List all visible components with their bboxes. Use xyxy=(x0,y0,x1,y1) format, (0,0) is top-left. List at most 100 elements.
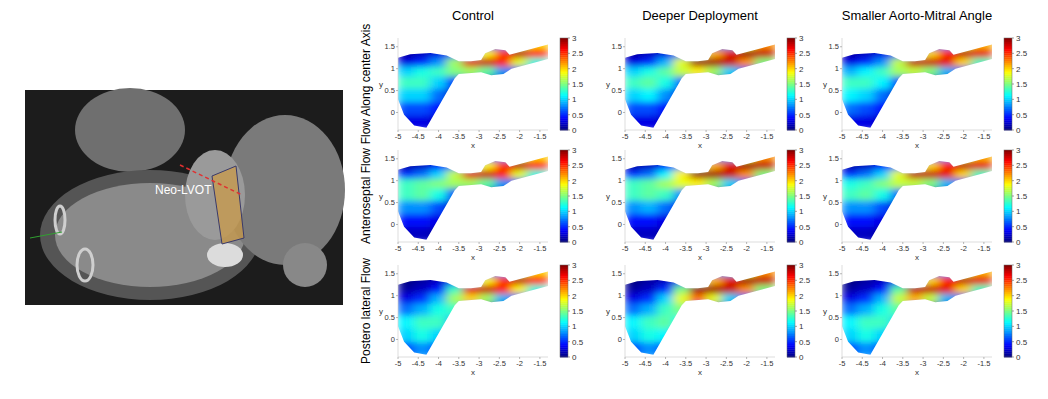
flow-cell xyxy=(955,38,972,49)
flow-cell xyxy=(625,328,642,342)
flow-cell xyxy=(625,315,642,329)
flow-cell xyxy=(955,276,972,285)
flow-cell xyxy=(511,76,528,89)
flow-cell xyxy=(738,284,755,293)
flow-cell xyxy=(414,76,431,89)
y-tick-label: 1.5 xyxy=(612,269,622,278)
panel: -5-4.5-4-3.5-3-2.5-2-1.500.511.5xy00.511… xyxy=(606,261,811,377)
colorbar-tick xyxy=(1012,68,1014,69)
x-tick-label: -3 xyxy=(703,359,710,368)
flow-cell xyxy=(722,101,739,115)
flow-cell xyxy=(625,76,642,89)
y-tick-label: 0 xyxy=(835,220,839,229)
colorbar-tick xyxy=(1012,99,1014,100)
x-tick-label: -3.5 xyxy=(896,244,909,253)
flow-cell xyxy=(657,161,674,170)
flow-cell xyxy=(706,150,723,161)
colorbar-tick xyxy=(795,242,797,243)
flow-cell xyxy=(907,265,924,276)
flow-cell xyxy=(923,303,940,316)
flow-cell xyxy=(955,328,972,342)
x-tick-label: -1.5 xyxy=(533,244,546,253)
y-tick xyxy=(623,317,625,318)
flow-cell xyxy=(527,88,548,102)
x-tick-label: -2 xyxy=(743,359,750,368)
flow-domain xyxy=(625,38,775,130)
flow-cell xyxy=(641,161,658,170)
ct-marker xyxy=(30,232,62,238)
flow-cell xyxy=(890,213,907,227)
flow-cell xyxy=(641,341,658,357)
colorbar-tick-label: 1.5 xyxy=(799,307,811,316)
flow-cell xyxy=(842,49,859,58)
flow-cell xyxy=(874,276,891,285)
flow-cell xyxy=(858,341,875,357)
colorbar-tick xyxy=(568,38,570,39)
x-axis-line xyxy=(398,357,548,358)
flow-cell xyxy=(690,88,707,102)
flow-cell xyxy=(398,161,415,170)
flow-cell xyxy=(446,284,463,293)
x-tick-label: -3 xyxy=(703,132,710,141)
y-axis-label: y xyxy=(379,307,383,316)
flow-cell xyxy=(706,188,723,201)
flow-cell xyxy=(722,66,739,76)
x-axis-label: x xyxy=(471,253,475,262)
y-tick xyxy=(396,273,398,274)
flow-cell xyxy=(874,57,891,66)
flow-cell xyxy=(511,114,528,130)
flow-cell xyxy=(463,341,480,357)
colorbar-tick-label: 3 xyxy=(799,34,804,43)
colorbar-tick xyxy=(1012,180,1014,181)
flow-cell xyxy=(463,57,480,66)
flow-cell xyxy=(690,328,707,342)
colorbar-tick-label: 1 xyxy=(799,207,804,216)
flow-cell xyxy=(511,88,528,102)
colorbar-tick-label: 3 xyxy=(799,261,804,270)
flow-cell xyxy=(414,38,431,49)
flow-cell xyxy=(923,57,940,66)
flow-cell xyxy=(890,303,907,316)
flow-cell xyxy=(722,188,739,201)
flow-cell xyxy=(971,38,992,49)
flow-cell xyxy=(722,169,739,178)
flow-field xyxy=(625,38,775,130)
flow-cell xyxy=(738,265,755,276)
flow-cell xyxy=(907,303,924,316)
colorbar-tick xyxy=(568,84,570,85)
flow-cell xyxy=(738,188,755,201)
flow-cell xyxy=(858,200,875,214)
y-tick-label: 0 xyxy=(391,108,395,117)
flow-cell xyxy=(706,315,723,329)
flow-cell xyxy=(625,341,642,357)
flow-cell xyxy=(923,293,940,303)
flow-cell xyxy=(706,114,723,130)
colorbar-tick-label: 0 xyxy=(799,238,804,247)
flow-cell xyxy=(527,293,548,303)
flow-cell xyxy=(923,341,940,357)
x-tick-label: -2.5 xyxy=(937,132,950,141)
flow-cell xyxy=(890,114,907,130)
y-tick-label: 1 xyxy=(835,291,839,300)
flow-cell xyxy=(754,88,775,102)
flow-cell xyxy=(690,284,707,293)
colorbar-tick-label: 1.5 xyxy=(1016,192,1028,201)
flow-cell xyxy=(511,303,528,316)
flow-cell xyxy=(955,88,972,102)
colorbar-tick-label: 1 xyxy=(799,322,804,331)
flow-cell xyxy=(398,303,415,316)
flow-cell xyxy=(923,76,940,89)
flow-cell xyxy=(479,49,496,58)
flow-cell xyxy=(430,76,447,89)
flow-cell xyxy=(479,57,496,66)
x-tick-label: -4.5 xyxy=(639,132,652,141)
flow-cell xyxy=(479,284,496,293)
flow-cell xyxy=(907,276,924,285)
x-tick-label: -2 xyxy=(516,244,523,253)
x-tick-label: -4 xyxy=(435,132,442,141)
y-tick-label: 1.5 xyxy=(612,154,622,163)
y-tick xyxy=(623,158,625,159)
column-title: Control xyxy=(452,8,494,23)
flow-cell xyxy=(890,76,907,89)
colorbar-tick-label: 2 xyxy=(1016,177,1021,186)
